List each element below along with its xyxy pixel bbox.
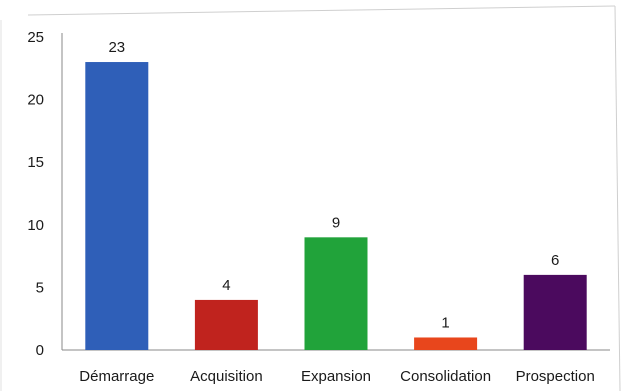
right-border — [614, 5, 621, 391]
bars: 23 4 9 1 6 — [85, 39, 587, 350]
bar — [414, 337, 478, 350]
x-tick-label: Expansion — [301, 368, 371, 385]
data-label: 1 — [441, 314, 449, 331]
bar — [304, 237, 368, 350]
top-border — [27, 5, 616, 16]
bar — [194, 299, 258, 350]
x-axis: Démarrage Acquisition Expansion Consolidati… — [62, 349, 610, 385]
y-axis: 0 5 10 15 20 25 — [27, 29, 63, 359]
y-tick-label: 5 — [36, 279, 44, 296]
data-label: 4 — [222, 277, 230, 294]
y-tick-label: 10 — [27, 217, 44, 234]
x-tick-label: Acquisition — [190, 368, 263, 385]
y-tick-label: 20 — [27, 92, 44, 109]
y-tick-label: 25 — [27, 29, 44, 46]
data-label: 9 — [332, 214, 340, 231]
x-tick-label: Prospection — [516, 368, 595, 385]
y-tick-label: 0 — [36, 342, 44, 359]
x-tick-label: Consolidation — [400, 368, 491, 385]
data-label: 23 — [108, 39, 125, 56]
data-label: 6 — [551, 252, 559, 269]
bar — [85, 62, 149, 350]
y-tick-label: 15 — [27, 154, 44, 171]
x-tick-label: Démarrage — [79, 368, 154, 385]
bar — [523, 274, 587, 350]
